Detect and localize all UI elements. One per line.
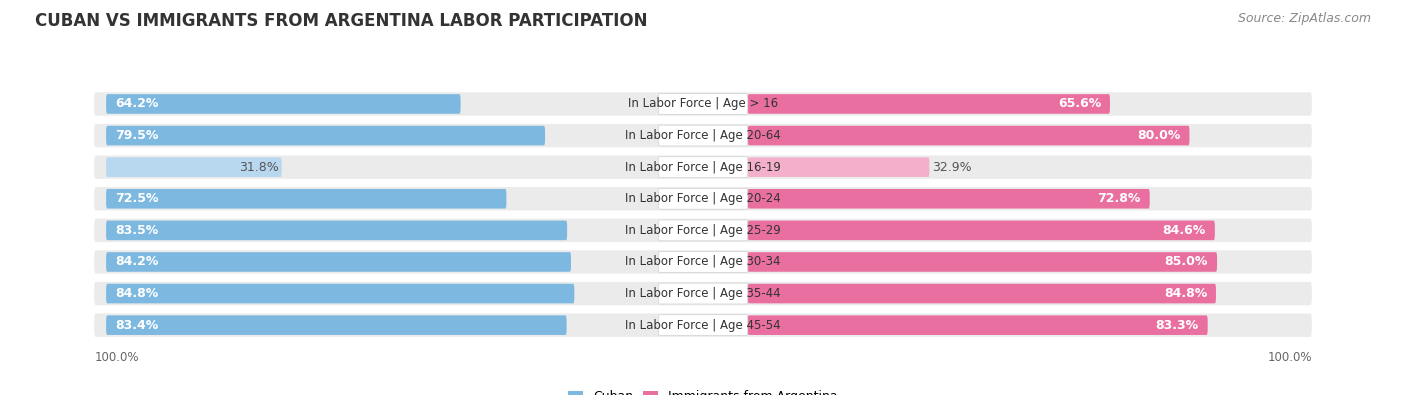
FancyBboxPatch shape bbox=[658, 157, 748, 178]
FancyBboxPatch shape bbox=[94, 250, 1312, 274]
Text: In Labor Force | Age 25-29: In Labor Force | Age 25-29 bbox=[626, 224, 780, 237]
FancyBboxPatch shape bbox=[658, 315, 748, 336]
FancyBboxPatch shape bbox=[748, 94, 1109, 114]
FancyBboxPatch shape bbox=[658, 252, 748, 273]
FancyBboxPatch shape bbox=[748, 126, 1189, 145]
FancyBboxPatch shape bbox=[105, 284, 574, 303]
FancyBboxPatch shape bbox=[94, 314, 1312, 337]
Text: 72.5%: 72.5% bbox=[115, 192, 159, 205]
Text: In Labor Force | Age 20-24: In Labor Force | Age 20-24 bbox=[626, 192, 780, 205]
Text: 65.6%: 65.6% bbox=[1057, 98, 1101, 111]
Text: 32.9%: 32.9% bbox=[932, 161, 972, 174]
Text: 84.6%: 84.6% bbox=[1163, 224, 1206, 237]
Text: 79.5%: 79.5% bbox=[115, 129, 159, 142]
Text: 80.0%: 80.0% bbox=[1137, 129, 1181, 142]
FancyBboxPatch shape bbox=[748, 315, 1208, 335]
FancyBboxPatch shape bbox=[105, 252, 571, 272]
Text: In Labor Force | Age 45-54: In Labor Force | Age 45-54 bbox=[626, 319, 780, 332]
FancyBboxPatch shape bbox=[658, 188, 748, 209]
FancyBboxPatch shape bbox=[748, 252, 1218, 272]
FancyBboxPatch shape bbox=[94, 124, 1312, 147]
Text: CUBAN VS IMMIGRANTS FROM ARGENTINA LABOR PARTICIPATION: CUBAN VS IMMIGRANTS FROM ARGENTINA LABOR… bbox=[35, 12, 648, 30]
FancyBboxPatch shape bbox=[748, 284, 1216, 303]
Text: 84.2%: 84.2% bbox=[115, 256, 159, 269]
FancyBboxPatch shape bbox=[105, 94, 461, 114]
FancyBboxPatch shape bbox=[94, 156, 1312, 179]
Text: In Labor Force | Age > 16: In Labor Force | Age > 16 bbox=[628, 98, 778, 111]
FancyBboxPatch shape bbox=[748, 157, 929, 177]
FancyBboxPatch shape bbox=[658, 94, 748, 115]
Text: 84.8%: 84.8% bbox=[115, 287, 159, 300]
Text: 83.4%: 83.4% bbox=[115, 319, 159, 332]
Text: In Labor Force | Age 20-64: In Labor Force | Age 20-64 bbox=[626, 129, 780, 142]
FancyBboxPatch shape bbox=[94, 187, 1312, 211]
Text: 85.0%: 85.0% bbox=[1164, 256, 1208, 269]
Text: In Labor Force | Age 30-34: In Labor Force | Age 30-34 bbox=[626, 256, 780, 269]
FancyBboxPatch shape bbox=[105, 157, 281, 177]
FancyBboxPatch shape bbox=[748, 189, 1150, 209]
Legend: Cuban, Immigrants from Argentina: Cuban, Immigrants from Argentina bbox=[564, 386, 842, 395]
FancyBboxPatch shape bbox=[105, 220, 567, 240]
FancyBboxPatch shape bbox=[94, 282, 1312, 305]
Text: Source: ZipAtlas.com: Source: ZipAtlas.com bbox=[1237, 12, 1371, 25]
Text: In Labor Force | Age 16-19: In Labor Force | Age 16-19 bbox=[626, 161, 780, 174]
FancyBboxPatch shape bbox=[94, 219, 1312, 242]
Text: 72.8%: 72.8% bbox=[1097, 192, 1140, 205]
FancyBboxPatch shape bbox=[658, 125, 748, 146]
FancyBboxPatch shape bbox=[658, 220, 748, 241]
Text: 31.8%: 31.8% bbox=[239, 161, 278, 174]
Text: 64.2%: 64.2% bbox=[115, 98, 159, 111]
Text: In Labor Force | Age 35-44: In Labor Force | Age 35-44 bbox=[626, 287, 780, 300]
FancyBboxPatch shape bbox=[105, 126, 546, 145]
FancyBboxPatch shape bbox=[94, 92, 1312, 116]
Text: 83.5%: 83.5% bbox=[115, 224, 159, 237]
FancyBboxPatch shape bbox=[105, 189, 506, 209]
Text: 84.8%: 84.8% bbox=[1164, 287, 1206, 300]
Text: 100.0%: 100.0% bbox=[94, 351, 139, 363]
Text: 83.3%: 83.3% bbox=[1156, 319, 1199, 332]
FancyBboxPatch shape bbox=[658, 283, 748, 304]
FancyBboxPatch shape bbox=[105, 315, 567, 335]
Text: 100.0%: 100.0% bbox=[1267, 351, 1312, 363]
FancyBboxPatch shape bbox=[748, 220, 1215, 240]
